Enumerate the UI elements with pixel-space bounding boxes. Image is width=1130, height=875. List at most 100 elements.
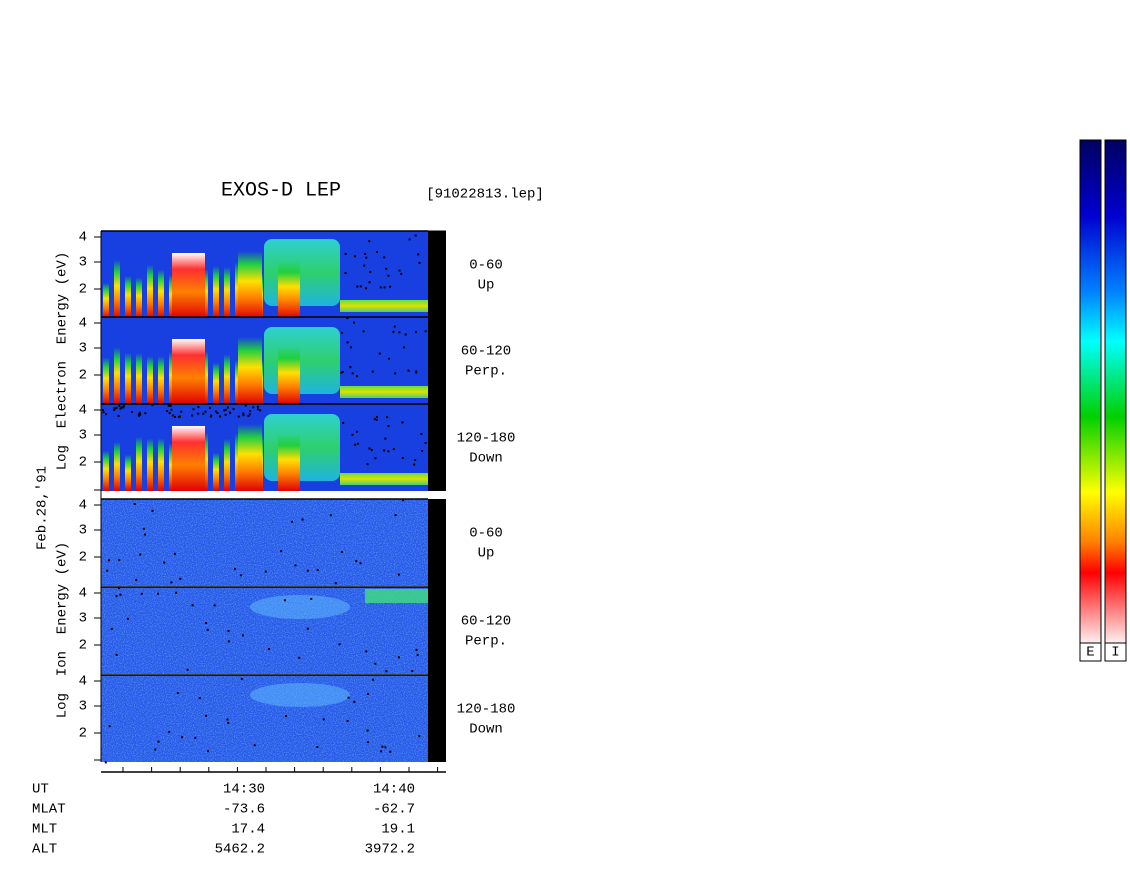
spectrogram-pixel [387, 274, 390, 277]
ephemeris-name: MLT [32, 822, 57, 838]
spectrogram-pixel [115, 595, 118, 598]
spectrogram-feature [264, 414, 340, 481]
spectrogram-pixel [142, 527, 145, 530]
spectrogram-pixel [374, 662, 377, 665]
spectrogram-pixel [214, 410, 217, 413]
spectrogram-pixel [344, 252, 347, 255]
spectrogram-pixel [268, 647, 271, 650]
spectrogram-feature [213, 362, 219, 404]
spectrogram-pixel [108, 725, 111, 728]
spectrogram-pixel [355, 430, 358, 433]
colorbar [1079, 139, 1102, 644]
spectrogram-pixel [106, 569, 109, 572]
spectrogram-pixel [173, 552, 176, 555]
spectrogram-feature [365, 589, 428, 603]
y-tick-label: 3 [79, 611, 87, 627]
spectrogram-pixel [340, 550, 343, 553]
spectrogram-pixel [205, 622, 208, 625]
spectrogram-pixel [384, 746, 387, 749]
spectrogram-pixel [163, 561, 166, 564]
spectrogram-pixel [353, 700, 356, 703]
spectrogram-pixel [191, 414, 194, 417]
spectrogram-pixel [202, 412, 205, 415]
spectrogram-pixel [418, 735, 421, 738]
spectrogram-pixel [138, 414, 141, 417]
spectrogram-pixel [356, 442, 359, 445]
spectrogram-pixel [170, 408, 173, 411]
spectrogram-pixel [387, 450, 390, 453]
spectrogram-pixel [374, 457, 377, 460]
spectrogram-feature [125, 353, 131, 404]
spectrogram-feature [147, 264, 153, 318]
spectrogram-feature [172, 426, 205, 491]
spectrogram-pixel [344, 272, 347, 275]
spectrogram-pixel [242, 412, 245, 415]
spectrogram-pixel [226, 406, 229, 409]
spectrogram-pixel [166, 409, 169, 412]
spectrogram-pixel [151, 509, 154, 512]
spectrogram-pixel [340, 331, 343, 334]
spectrogram-pixel [229, 411, 232, 414]
spectrogram-pixel [310, 597, 313, 600]
spectrogram-pixel [306, 627, 309, 630]
spectrogram-pixel [179, 577, 182, 580]
spectrogram-pixel [284, 714, 287, 717]
spectrogram-pixel [232, 408, 235, 411]
spectrogram-feature [158, 269, 164, 318]
spectrogram-pixel [401, 421, 404, 424]
spectrogram-pixel [402, 499, 405, 502]
spectrogram-pixel [340, 371, 343, 374]
spectrogram-pixel [186, 668, 189, 671]
spectrogram-pixel [241, 634, 244, 637]
spectrogram-feature [147, 356, 153, 404]
spectrogram-pixel [386, 416, 389, 419]
spectrogram-pixel [113, 408, 116, 411]
spectrogram-pixel [402, 346, 405, 349]
spectrogram-pixel [393, 325, 396, 328]
spectrogram-noise [101, 499, 428, 586]
spectrogram-pixel [192, 408, 195, 411]
spectrogram-pixel [227, 640, 230, 643]
spectrogram-pixel [178, 415, 181, 418]
spectrogram-pixel [397, 656, 400, 659]
spectrogram-pixel [322, 718, 325, 721]
spectrogram-pixel [421, 449, 424, 452]
spectrogram-pixel [387, 425, 390, 428]
spectrogram-pixel [139, 413, 142, 416]
spectrogram-pixel [398, 331, 401, 334]
spectrogram-pixel [216, 411, 219, 414]
y-tick-label: 4 [79, 230, 87, 246]
spectrogram-pixel [362, 330, 365, 333]
spectrogram-pixel [213, 604, 216, 607]
spectrogram-pixel [137, 413, 140, 416]
spectrogram-pixel [197, 412, 200, 415]
spectrogram-feature [213, 452, 219, 491]
spectrogram-pixel [174, 415, 177, 418]
spectrogram-pixel [397, 573, 400, 576]
y-tick-label: 3 [79, 428, 87, 444]
y-tick-label: 2 [79, 550, 87, 566]
spectrogram-feature [224, 354, 230, 404]
pitch-angle-range: 120-180 [457, 702, 516, 718]
colorbar-label-box [1104, 642, 1127, 662]
spectrogram-pixel [398, 269, 401, 272]
spectrogram-pixel [138, 411, 141, 414]
spectrogram-pixel [118, 559, 121, 562]
spectrogram-pixel [418, 261, 421, 264]
spectrogram-pixel [415, 648, 418, 651]
spectrogram-pixel [204, 714, 207, 717]
spectrogram-pixel [298, 656, 301, 659]
spectrogram-pixel [354, 255, 357, 258]
spectrogram-pixel [223, 409, 226, 412]
spectrogram-pixel [375, 418, 378, 421]
spectrogram-feature [264, 239, 340, 306]
y-tick-label: 4 [79, 403, 87, 419]
spectrogram-pixel [175, 591, 178, 594]
y-tick-label: 3 [79, 523, 87, 539]
spectrogram-pixel [414, 459, 417, 462]
spectrogram-pixel [256, 405, 259, 408]
spectrogram-pixel [385, 670, 388, 673]
spectrogram-pixel [371, 370, 374, 373]
spectrogram-pixel [389, 750, 392, 753]
spectrogram-pixel [110, 627, 113, 630]
